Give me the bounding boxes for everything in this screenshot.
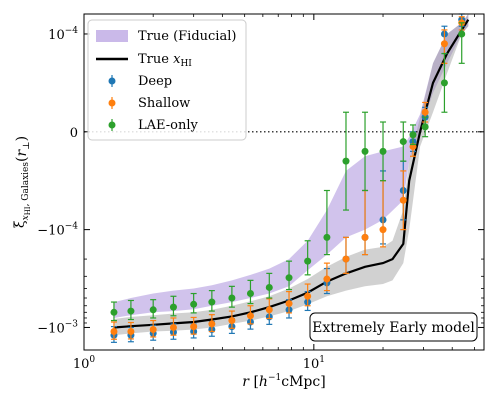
annotation-box	[309, 312, 478, 342]
y-tick-label: −10−4	[37, 222, 78, 239]
lae-point	[246, 279, 254, 305]
shallow-point	[127, 321, 135, 340]
shallow-point	[228, 310, 236, 329]
lae-point	[265, 272, 273, 299]
x-tick-label: 100	[73, 355, 96, 372]
legend-lae-label: LAE-only	[138, 118, 199, 133]
y-tick-label: −10−3	[37, 319, 78, 336]
shallow-point	[246, 305, 254, 325]
plot-frame	[83, 13, 485, 351]
shallow-point	[149, 319, 157, 338]
lae-point	[190, 292, 198, 314]
legend-shallow-label: Shallow	[138, 96, 190, 111]
lae-point	[379, 121, 387, 182]
legend: True (Fiducial) True xHI Deep Shallow LA…	[87, 19, 247, 141]
lae-point	[110, 301, 118, 322]
legend-box	[87, 19, 247, 141]
shallow-point	[265, 298, 273, 320]
shallow-point	[110, 321, 118, 340]
legend-true-label: True xHI	[138, 52, 192, 69]
points-layer	[110, 13, 466, 343]
lae-point	[409, 124, 417, 146]
shallow-point	[323, 262, 331, 292]
x-tick-label: 101	[303, 355, 325, 372]
shallow-point	[342, 236, 350, 274]
shallow-point	[169, 317, 177, 336]
lae-point	[361, 111, 369, 192]
lae-point	[323, 189, 331, 256]
legend-deep-marker	[108, 75, 116, 87]
lae-point	[304, 240, 312, 276]
legend-fiducial-label: True (Fiducial)	[138, 29, 236, 44]
true-band	[114, 14, 469, 336]
lae-point	[208, 289, 216, 312]
x-axis-label: r [h−1cMpc]	[242, 373, 325, 390]
lae-point	[440, 52, 448, 113]
shallow-point	[399, 170, 407, 231]
shallow-point	[208, 314, 216, 333]
annotation: Extremely Early model	[309, 312, 478, 342]
shallow-point	[285, 290, 293, 314]
legend-fiducial-swatch	[96, 30, 128, 42]
lae-point	[127, 299, 135, 321]
y-axis-label: ξxHI, Galaxies(r⊥)	[12, 136, 32, 228]
lae-point	[342, 111, 350, 211]
legend-deep-label: Deep	[138, 74, 172, 89]
shallow-point	[304, 283, 312, 307]
plot-area: 100 101 10−4 0 −10−4 −10−3	[37, 13, 485, 372]
annotation-text: Extremely Early model	[312, 320, 475, 336]
y-tick-label: 0	[70, 126, 78, 141]
fiducial-band	[114, 14, 469, 318]
y-tick-label: 10−4	[48, 26, 78, 43]
true-band-layer	[114, 14, 469, 336]
lae-point	[285, 260, 293, 291]
lae-point	[149, 299, 157, 319]
lae-point	[399, 121, 407, 162]
legend-lae-marker	[108, 119, 116, 131]
lae-point	[228, 285, 236, 308]
shallow-point	[190, 316, 198, 335]
legend-shallow-marker	[108, 97, 116, 109]
lae-point	[421, 116, 429, 138]
lae-point	[169, 295, 177, 317]
lae-point	[458, 22, 466, 64]
fiducial-band-layer	[114, 14, 469, 318]
